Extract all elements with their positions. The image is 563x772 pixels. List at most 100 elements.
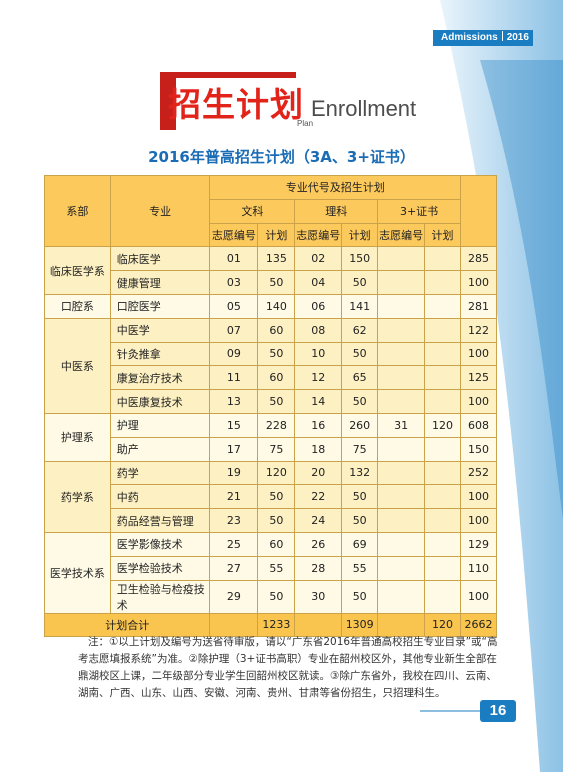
table-cell xyxy=(377,436,426,462)
table-cell: 计划合计 xyxy=(43,612,211,638)
table-cell xyxy=(377,508,426,533)
table-cell: 临床医学系 xyxy=(44,246,111,295)
table-cell: 康复治疗技术 xyxy=(109,365,211,391)
table-cell xyxy=(424,531,461,557)
table-cell: 228 xyxy=(257,412,296,438)
table-cell: 临床医学 xyxy=(109,246,211,272)
table-cell: 55 xyxy=(341,555,379,581)
table-cell: 03 xyxy=(209,270,259,295)
table-cell: 50 xyxy=(341,389,379,414)
table-cell: 100 xyxy=(459,484,498,510)
table-cell: 122 xyxy=(459,317,498,343)
table-cell xyxy=(424,436,461,462)
table-cell: 140 xyxy=(257,293,296,319)
table-cell: 1233 xyxy=(257,612,296,638)
header-cell: 文科 xyxy=(209,198,296,224)
heading-chinese: 招生计划 xyxy=(168,85,304,124)
header-cell: 计划 xyxy=(424,222,461,248)
table-cell xyxy=(424,389,461,414)
table-cell: 药学系 xyxy=(44,460,111,533)
table-body: 临床医学系 临床医学 01 135 02 150 285 健康管理 03 50 04 50 100 口腔系… xyxy=(43,246,498,638)
table-cell: 62 xyxy=(341,317,379,343)
table-cell: 12 xyxy=(294,365,343,391)
table-cell: 中医康复技术 xyxy=(109,389,211,414)
table-cell xyxy=(377,270,426,295)
table-cell: 608 xyxy=(459,412,498,438)
table-cell: 50 xyxy=(257,579,296,614)
table-head: 系部 专业 专业代号及招生计划 文科 理科 3+证书 志愿编号 计划 志愿编号 … xyxy=(44,174,498,248)
table-cell: 17 xyxy=(209,436,259,462)
table-cell: 中医系 xyxy=(44,317,111,414)
table-row: 医学技术系 医学影像技术 25 60 26 69 129 xyxy=(44,531,498,614)
table-cell: 16 xyxy=(294,412,343,438)
table-cell xyxy=(377,317,426,343)
total-row: 计划合计 1233 1309 120 2662 xyxy=(43,612,498,638)
table-cell: 120 xyxy=(424,612,461,638)
table-cell: 50 xyxy=(341,270,379,295)
table-cell: 281 xyxy=(459,293,498,319)
table-row: 助产 17 75 18 75 150 xyxy=(44,436,498,462)
table-cell: 中药 xyxy=(109,484,211,510)
table-cell: 药学 xyxy=(109,460,211,486)
table-cell xyxy=(424,341,461,367)
table-cell: 05 xyxy=(209,293,259,319)
table-cell: 252 xyxy=(459,460,498,486)
header-cell: 计划 xyxy=(257,222,296,248)
table-cell: 50 xyxy=(257,508,296,533)
header-cell: 系部 xyxy=(44,174,111,248)
table-cell xyxy=(377,531,426,557)
header-cell: 理科 xyxy=(294,198,379,224)
table-row: 医学检验技术 27 55 28 55 110 xyxy=(44,555,498,581)
table-cell: 150 xyxy=(341,246,379,272)
table-cell: 50 xyxy=(341,508,379,533)
table-cell: 14 xyxy=(294,389,343,414)
table-cell: 20 xyxy=(294,460,343,486)
table-cell: 110 xyxy=(459,555,498,581)
table-cell xyxy=(377,579,426,614)
table-cell xyxy=(424,270,461,295)
table-cell: 11 xyxy=(209,365,259,391)
table-cell: 60 xyxy=(257,365,296,391)
table-cell: 中医学 xyxy=(109,317,211,343)
table-cell: 120 xyxy=(257,460,296,486)
header-cell: 3+证书 xyxy=(377,198,461,224)
table-cell: 18 xyxy=(294,436,343,462)
table-cell: 50 xyxy=(341,484,379,510)
table-cell: 31 xyxy=(377,412,426,438)
table-cell: 129 xyxy=(459,531,498,557)
table-cell: 02 xyxy=(294,246,343,272)
page-number: 16 xyxy=(480,700,516,722)
table-cell: 卫生检验与检疫技术 xyxy=(109,579,211,614)
table-cell: 10 xyxy=(294,341,343,367)
table-cell: 口腔医学 xyxy=(109,293,211,319)
table-cell: 100 xyxy=(459,341,498,367)
table-cell: 30 xyxy=(294,579,343,614)
table-cell: 健康管理 xyxy=(109,270,211,295)
table-cell xyxy=(377,341,426,367)
table-cell: 护理 xyxy=(109,412,211,438)
table-row: 健康管理 03 50 04 50 100 xyxy=(44,270,498,295)
table-cell: 75 xyxy=(257,436,296,462)
table-cell: 29 xyxy=(209,579,259,614)
table-cell xyxy=(424,317,461,343)
table-cell: 55 xyxy=(257,555,296,581)
table-cell: 2662 xyxy=(459,612,498,638)
table-cell xyxy=(424,484,461,510)
heading-sub: Plan xyxy=(297,119,314,128)
table-row: 卫生检验与检疫技术 29 50 30 50 100 xyxy=(44,579,498,614)
table-cell: 07 xyxy=(209,317,259,343)
table-row: 药学系 药学 19 120 20 132 252 xyxy=(44,460,498,533)
table-cell: 护理系 xyxy=(44,412,111,462)
table-cell xyxy=(377,460,426,486)
table-cell: 23 xyxy=(209,508,259,533)
table-cell: 04 xyxy=(294,270,343,295)
table-cell xyxy=(377,365,426,391)
table-cell: 50 xyxy=(257,341,296,367)
header-cell: 志愿编号 xyxy=(377,222,426,248)
table-cell xyxy=(377,612,426,638)
table-cell xyxy=(424,508,461,533)
table-row: 中医康复技术 13 50 14 50 100 xyxy=(44,389,498,414)
table-cell: 19 xyxy=(209,460,259,486)
